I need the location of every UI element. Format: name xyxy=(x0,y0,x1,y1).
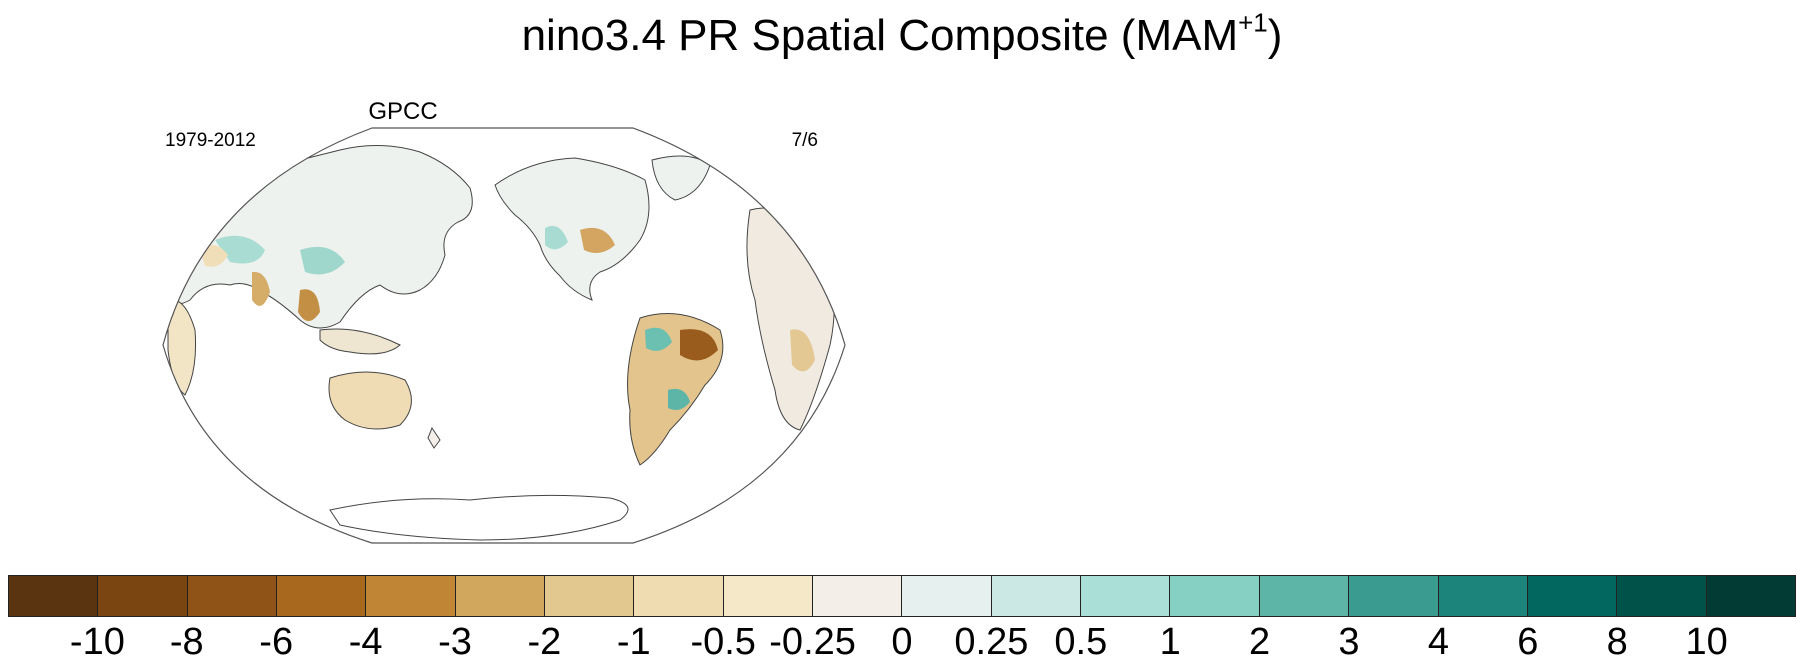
colorbar-box xyxy=(813,576,903,616)
colorbar-box xyxy=(187,576,278,616)
colorbar-tick-label: -1 xyxy=(616,621,651,663)
region-brazil-dark xyxy=(680,329,718,361)
colorbar-tick-label: -6 xyxy=(259,621,294,663)
panel-right-label: 7/6 xyxy=(791,130,818,151)
landmass-antarctica xyxy=(329,494,629,541)
colorbar-tick-label: -4 xyxy=(348,621,383,663)
region-china-green xyxy=(300,246,345,275)
colorbar-box xyxy=(1438,576,1528,616)
colorbar-box xyxy=(545,576,635,616)
colorbar-box xyxy=(455,576,546,616)
colorbar-labels: -10 -8 -6 -4 -3 -2 -1 -0.5 -0.25 0 0.25 0.5 1 2 3 4 6 8 10 xyxy=(0,620,1804,666)
landmass-new-zealand xyxy=(427,426,441,449)
colorbar-tick-label: 6 xyxy=(1517,621,1539,663)
landmass-greenland xyxy=(651,155,711,201)
colorbar-box xyxy=(991,576,1082,616)
colorbar-box xyxy=(277,576,367,616)
colorbar-tick-label: -2 xyxy=(527,621,562,663)
colorbar-box xyxy=(9,576,99,616)
panel-title: GPCC xyxy=(368,98,438,125)
colorbar-box xyxy=(366,576,456,616)
colorbar-box xyxy=(1081,576,1171,616)
region-us-brown xyxy=(580,227,615,254)
colorbar-tick-label: -0.25 xyxy=(769,621,856,663)
world-map xyxy=(162,127,846,544)
colorbar-box xyxy=(1349,576,1439,616)
colorbar-tick-label: 3 xyxy=(1338,621,1360,663)
figure-title-superscript: +1 xyxy=(1238,7,1268,38)
landmass-africa-west xyxy=(167,299,197,396)
colorbar-box xyxy=(98,576,188,616)
colorbar-box xyxy=(723,576,814,616)
region-india-brown xyxy=(252,271,270,306)
colorbar-tick-label: 4 xyxy=(1427,621,1449,663)
panel-left-label: 1979-2012 xyxy=(165,130,256,151)
landmass-maritime xyxy=(319,328,401,355)
region-africa-tan xyxy=(790,329,815,372)
colorbar-tick-label: 0 xyxy=(891,621,913,663)
figure-title-close: ) xyxy=(1267,11,1283,60)
map-land xyxy=(167,145,835,541)
region-asia-green xyxy=(215,235,265,264)
region-seasia-brown xyxy=(298,289,320,321)
colorbar-box xyxy=(1259,576,1350,616)
colorbar-box xyxy=(1706,576,1795,616)
landmass-africa-east xyxy=(746,207,835,431)
colorbar-tick-label: 8 xyxy=(1606,621,1628,663)
colorbar-box xyxy=(1617,576,1707,616)
landmass-australia xyxy=(328,371,412,430)
colorbar-tick-label: 0.5 xyxy=(1054,621,1108,663)
colorbar-box xyxy=(634,576,724,616)
colorbar-tick-label: -10 xyxy=(69,621,125,663)
landmass-north-america xyxy=(494,157,650,301)
colorbar-box xyxy=(1170,576,1260,616)
colorbar-tick-label: 10 xyxy=(1685,621,1728,663)
colorbar-tick-label: 0.25 xyxy=(954,621,1029,663)
colorbar xyxy=(8,575,1796,617)
region-amazon-green xyxy=(645,327,672,351)
figure-title-text: nino3.4 PR Spatial Composite (MAM xyxy=(521,11,1239,60)
region-us-west-green xyxy=(545,225,568,250)
colorbar-tick-label: -3 xyxy=(438,621,472,663)
figure-title: nino3.4 PR Spatial Composite (MAM+1) xyxy=(0,7,1804,62)
colorbar-box xyxy=(1527,576,1618,616)
region-southsa-green xyxy=(668,388,690,410)
globe-outline xyxy=(162,127,846,544)
colorbar-tick-label: -0.5 xyxy=(690,621,756,663)
colorbar-tick-label: 1 xyxy=(1159,621,1181,663)
region-europe-tan xyxy=(200,245,228,267)
colorbar-box xyxy=(902,576,992,616)
colorbar-tick-label: 2 xyxy=(1249,621,1271,663)
colorbar-tick-label: -8 xyxy=(169,621,204,663)
